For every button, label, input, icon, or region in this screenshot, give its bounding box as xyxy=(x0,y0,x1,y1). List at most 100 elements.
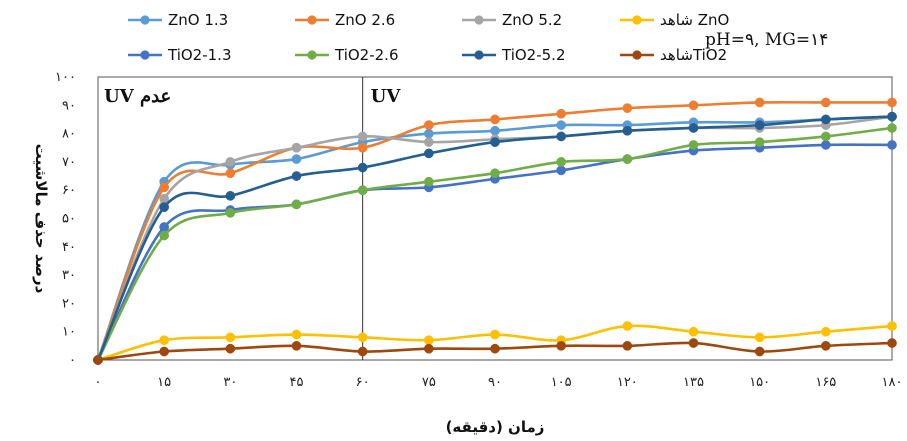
data-point xyxy=(556,165,567,176)
data-point xyxy=(887,338,897,348)
y-tick-label: ۹۰ xyxy=(62,98,76,113)
legend-marker xyxy=(474,50,484,60)
x-tick-label: ۱۵۰ xyxy=(749,375,770,390)
data-point xyxy=(556,108,567,119)
series-line-0 xyxy=(96,115,893,361)
data-point xyxy=(490,168,500,179)
data-point xyxy=(887,97,897,108)
data-point xyxy=(357,162,368,173)
legend-label: شاهد ZnO xyxy=(660,11,729,29)
y-axis-title: درصد حذف مالاشیت xyxy=(32,144,50,294)
legend-label: شاهدTiO2 xyxy=(660,46,727,64)
plot-area: UV عدم UV ۰ ۱۰ ۲۰ ۳۰ ۴۰ ۵۰ ۶۰ ۷۰ ۸۰ ۹۰ ۱۰۰ ۰ ۱۵ ۳۰ ۴۵ ۶۰ ۷… xyxy=(55,70,902,390)
data-point xyxy=(423,148,434,159)
data-point xyxy=(556,120,567,130)
data-point xyxy=(159,230,170,241)
chart-annotation: pH=۹, MG=۱۴ xyxy=(705,30,828,50)
x-tick-label: ۱۲۰ xyxy=(617,375,638,390)
data-point xyxy=(357,346,368,357)
data-point xyxy=(820,131,831,142)
data-point xyxy=(159,182,170,193)
data-point xyxy=(93,355,103,365)
data-point xyxy=(754,137,765,147)
legend-label: ZnO 1.3 xyxy=(168,11,228,29)
data-point xyxy=(357,332,368,343)
data-point xyxy=(622,321,633,331)
data-point xyxy=(357,131,368,142)
legend: ZnO 1.3 ZnO 2.6 ZnO 5.2 شاهد ZnO TiO2-1.3 TiO… xyxy=(128,11,729,64)
legend-marker xyxy=(307,50,317,60)
data-point xyxy=(688,338,699,348)
legend-marker xyxy=(474,15,484,25)
data-point xyxy=(159,346,170,357)
data-point xyxy=(291,154,302,164)
x-tick-label: ۰ xyxy=(95,375,102,390)
data-point xyxy=(225,168,236,179)
region-label-1: UV xyxy=(371,86,402,107)
data-point xyxy=(688,140,699,150)
data-point xyxy=(622,154,633,164)
data-point xyxy=(754,332,765,343)
series-line-6 xyxy=(96,115,893,361)
x-tick-label: ۱۵ xyxy=(157,375,171,390)
data-point xyxy=(820,97,831,108)
data-point xyxy=(423,128,434,139)
data-point xyxy=(225,207,236,218)
x-tick-label: ۱۸۰ xyxy=(882,375,903,390)
data-point xyxy=(225,191,236,201)
legend-label: TiO2-2.6 xyxy=(334,46,399,64)
data-point xyxy=(423,120,434,130)
data-point xyxy=(423,335,434,346)
legend-marker xyxy=(632,50,642,60)
x-tick-label: ۱۰۵ xyxy=(551,375,572,390)
legend-marker xyxy=(140,15,150,25)
y-tick-label: ۲۰ xyxy=(62,296,76,311)
data-point xyxy=(490,125,500,136)
plot-frame xyxy=(97,76,893,361)
x-tick-label: ۱۳۵ xyxy=(683,375,704,390)
data-point xyxy=(423,176,434,187)
data-point xyxy=(159,335,170,346)
legend-marker xyxy=(632,15,642,25)
data-point xyxy=(622,341,633,351)
data-point xyxy=(357,185,368,196)
data-point xyxy=(159,222,170,232)
legend-label: ZnO 5.2 xyxy=(502,11,562,29)
data-point xyxy=(490,343,500,354)
data-point xyxy=(820,341,831,351)
data-point xyxy=(754,346,765,357)
x-tick-label: ۴۵ xyxy=(290,375,304,390)
y-tick-label: ۰ xyxy=(69,353,76,368)
x-axis-title: زمان (دقیقه) xyxy=(446,418,545,436)
y-tick-label: ۷۰ xyxy=(62,155,76,170)
y-tick-label: ۴۰ xyxy=(62,240,76,255)
y-tick-label: ۶۰ xyxy=(62,183,76,198)
y-tick-label: ۸۰ xyxy=(62,127,76,142)
x-tick-label: ۷۵ xyxy=(422,375,436,390)
x-tick-label: ۹۰ xyxy=(488,375,502,390)
data-point xyxy=(225,332,236,343)
data-point xyxy=(556,157,567,167)
legend-label: ZnO 2.6 xyxy=(335,11,395,29)
data-point xyxy=(490,329,500,340)
region-label-0: UV عدم xyxy=(104,86,171,107)
data-point xyxy=(423,343,434,354)
data-point xyxy=(887,123,897,133)
data-point xyxy=(291,199,302,210)
data-point xyxy=(225,343,236,354)
data-point xyxy=(423,137,434,147)
data-point xyxy=(490,114,500,125)
data-point xyxy=(754,120,765,130)
data-point xyxy=(887,111,897,122)
data-point xyxy=(357,142,368,153)
data-point xyxy=(820,114,831,125)
data-point xyxy=(688,123,699,133)
data-point xyxy=(225,157,236,167)
data-point xyxy=(159,202,170,213)
data-point xyxy=(291,329,302,340)
data-point xyxy=(622,125,633,136)
legend-label: TiO2-5.2 xyxy=(501,46,566,64)
y-tick-label: ۱۰ xyxy=(62,325,76,340)
x-tick-label: ۱۶۵ xyxy=(815,375,836,390)
